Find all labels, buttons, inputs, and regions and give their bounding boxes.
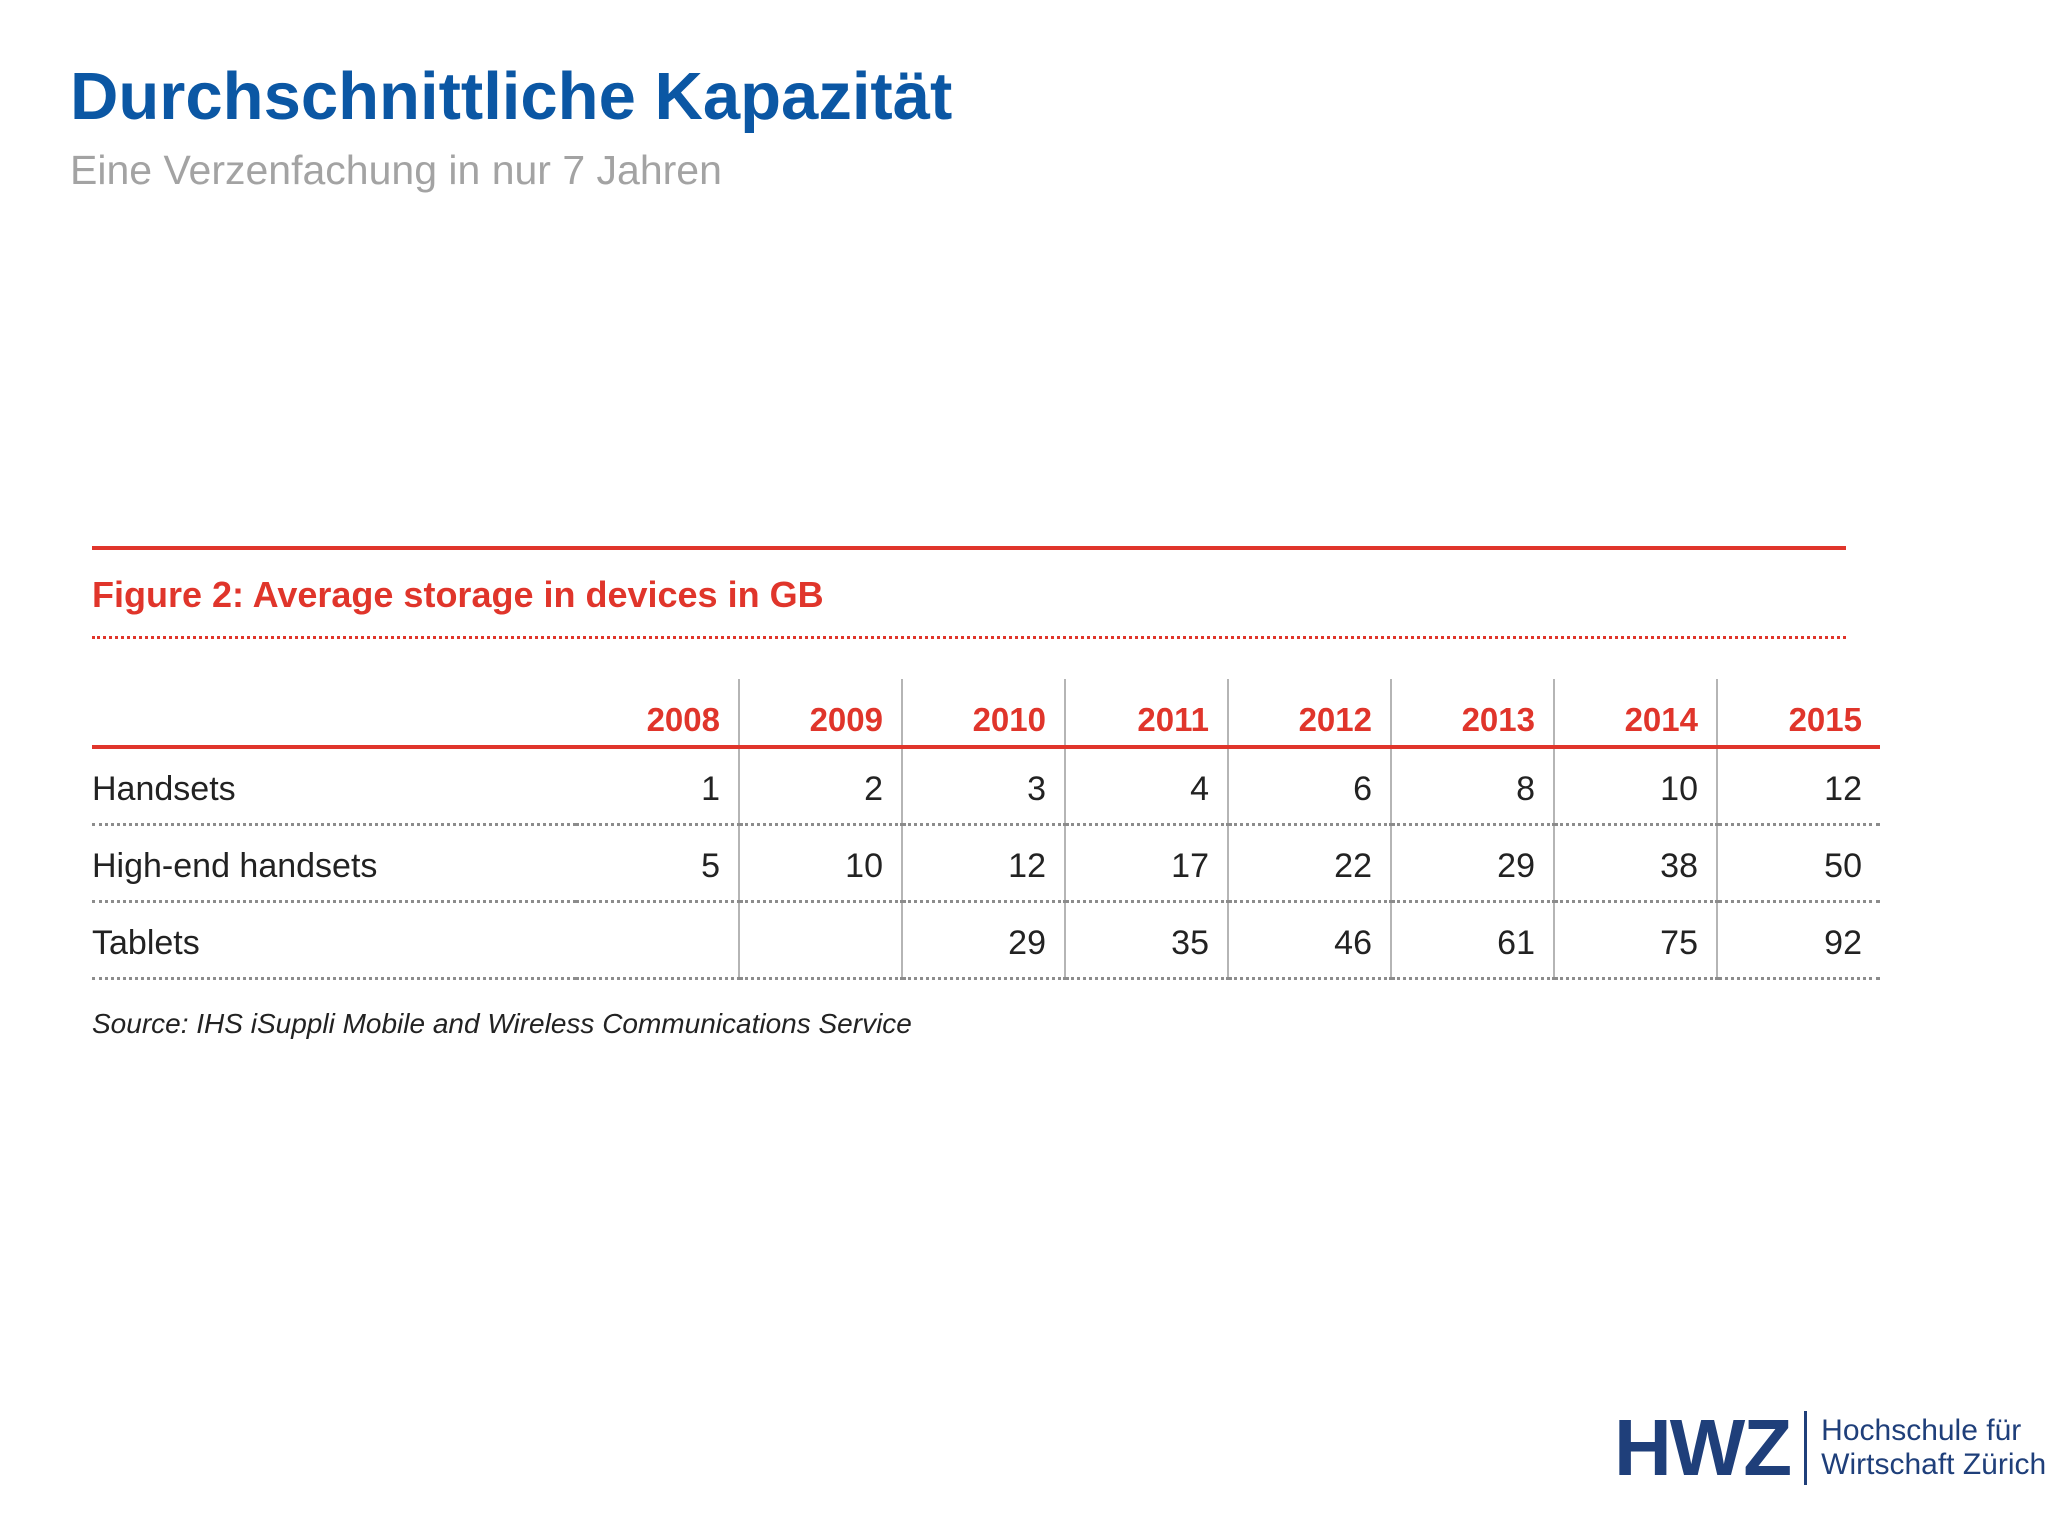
slide-subtitle: Eine Verzenfachung in nur 7 Jahren (70, 147, 722, 193)
table-cell: 3 (901, 747, 1065, 826)
logo-text-line-2: Wirtschaft Zürich (1821, 1448, 2047, 1481)
table-cell: 8 (1390, 747, 1554, 826)
row-label: Tablets (92, 901, 576, 980)
table-cell: 46 (1227, 901, 1391, 980)
row-label: Handsets (92, 747, 576, 826)
table-cell: 5 (576, 824, 739, 903)
table-cell: 2 (738, 747, 902, 826)
column-header: 2009 (738, 679, 902, 749)
column-header: 2011 (1064, 679, 1228, 749)
column-header: 2010 (901, 679, 1065, 749)
table-header-row: 2008 2009 2010 2011 2012 2013 2014 2015 (92, 679, 1880, 749)
table-cell: 38 (1553, 824, 1717, 903)
table-cell: 10 (738, 824, 902, 903)
table-cell: 35 (1064, 901, 1228, 980)
table-cell (576, 901, 739, 980)
figure-title: Figure 2: Average storage in devices in … (92, 574, 824, 615)
table-cell: 10 (1553, 747, 1717, 826)
table-cell: 12 (901, 824, 1065, 903)
column-header: 2015 (1716, 679, 1880, 749)
table-cell: 29 (1390, 824, 1554, 903)
table-cell: 75 (1553, 901, 1717, 980)
column-header: 2014 (1553, 679, 1717, 749)
slide-title: Durchschnittliche Kapazität (70, 59, 953, 134)
column-header: 2008 (576, 679, 739, 749)
row-label: High-end handsets (92, 824, 576, 903)
table-cell: 22 (1227, 824, 1391, 903)
storage-figure: Figure 2: Average storage in devices in … (92, 546, 1880, 1040)
table-cell (738, 901, 902, 980)
table-cell: 92 (1716, 901, 1880, 980)
logo-mark: HWZ (1614, 1403, 1792, 1492)
figure-dotted-rule (92, 636, 1846, 639)
figure-top-rule (92, 546, 1846, 550)
column-header: 2013 (1390, 679, 1554, 749)
table-cell: 29 (901, 901, 1065, 980)
table-cell: 6 (1227, 747, 1391, 826)
table-cell: 4 (1064, 747, 1228, 826)
storage-table: 2008 2009 2010 2011 2012 2013 2014 2015 … (92, 679, 1880, 980)
table-corner-cell (92, 679, 576, 749)
table-cell: 12 (1716, 747, 1880, 826)
table-cell: 17 (1064, 824, 1228, 903)
table-row: Tablets 29 35 46 61 75 92 (92, 901, 1880, 980)
hwz-logo: HWZ Hochschule für Wirtschaft Zürich (1614, 1408, 2046, 1488)
column-header: 2012 (1227, 679, 1391, 749)
table-row: High-end handsets 5 10 12 17 22 29 38 50 (92, 824, 1880, 903)
logo-text: Hochschule für Wirtschaft Zürich (1821, 1414, 2046, 1483)
table-row: Handsets 1 2 3 4 6 8 10 12 (92, 747, 1880, 826)
table-cell: 50 (1716, 824, 1880, 903)
logo-text-line-1: Hochschule für (1821, 1413, 2022, 1447)
table-cell: 61 (1390, 901, 1554, 980)
logo-divider (1804, 1411, 1808, 1485)
table-cell: 1 (576, 747, 739, 826)
figure-source: Source: IHS iSuppli Mobile and Wireless … (92, 1008, 912, 1039)
